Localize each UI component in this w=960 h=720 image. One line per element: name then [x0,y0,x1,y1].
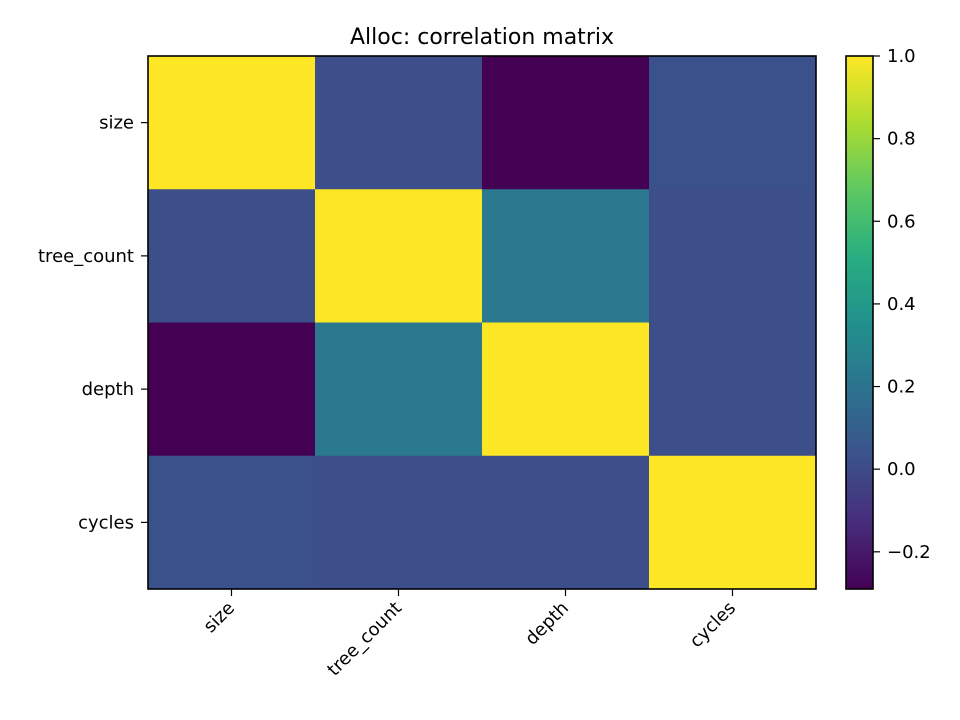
heatmap-cell-size-size [148,56,316,190]
row-tick-label: depth [82,379,134,400]
heatmap-cell-cycles-depth [482,455,650,590]
heatmap-cell-tree_count-tree_count [315,189,483,323]
heatmap-cell-depth-depth [482,322,650,457]
column-tick-label: depth [521,598,573,650]
row-tick-label: tree_count [38,246,134,267]
heatmap-cell-size-cycles [649,56,817,190]
heatmap-cell-depth-cycles [649,322,817,457]
row-tick-label: cycles [78,512,134,533]
chart-title: Alloc: correlation matrix [350,25,614,50]
column-tick-label: cycles [686,598,740,652]
colorbar-tick-label: 0.6 [887,211,916,232]
heatmap-cells [148,56,817,590]
heatmap-cell-size-depth [482,56,650,190]
colorbar-tick-label: 0.4 [887,294,916,315]
colorbar-tick-label: 1.0 [887,46,916,67]
heatmap-cell-cycles-tree_count [315,455,483,590]
heatmap-frame [147,55,817,590]
column-tick-group: size tree_count depth cycles [200,589,740,681]
colorbar-tick-label: 0.0 [887,459,916,480]
colorbar-tick-label: 0.8 [887,129,916,150]
heatmap-cell-cycles-size [148,455,316,590]
heatmap-cell-tree_count-cycles [649,189,817,323]
heatmap-cell-cycles-cycles [649,455,817,590]
colorbar-tick-label: 0.2 [887,377,916,398]
heatmap-cell-tree_count-depth [482,189,650,323]
heatmap-cell-depth-size [148,322,316,457]
row-tick-label: size [99,113,134,134]
colorbar [845,55,874,590]
heatmap-cell-tree_count-size [148,189,316,323]
colorbar-tick-group: −0.2 0.0 0.2 0.4 0.6 0.8 1.0 [873,46,931,563]
column-tick-label: tree_count [323,598,406,681]
heatmap-cell-size-tree_count [315,56,483,190]
heatmap-cell-depth-tree_count [315,322,483,457]
colorbar-tick-label: −0.2 [887,542,931,563]
column-tick-label: size [200,598,240,638]
